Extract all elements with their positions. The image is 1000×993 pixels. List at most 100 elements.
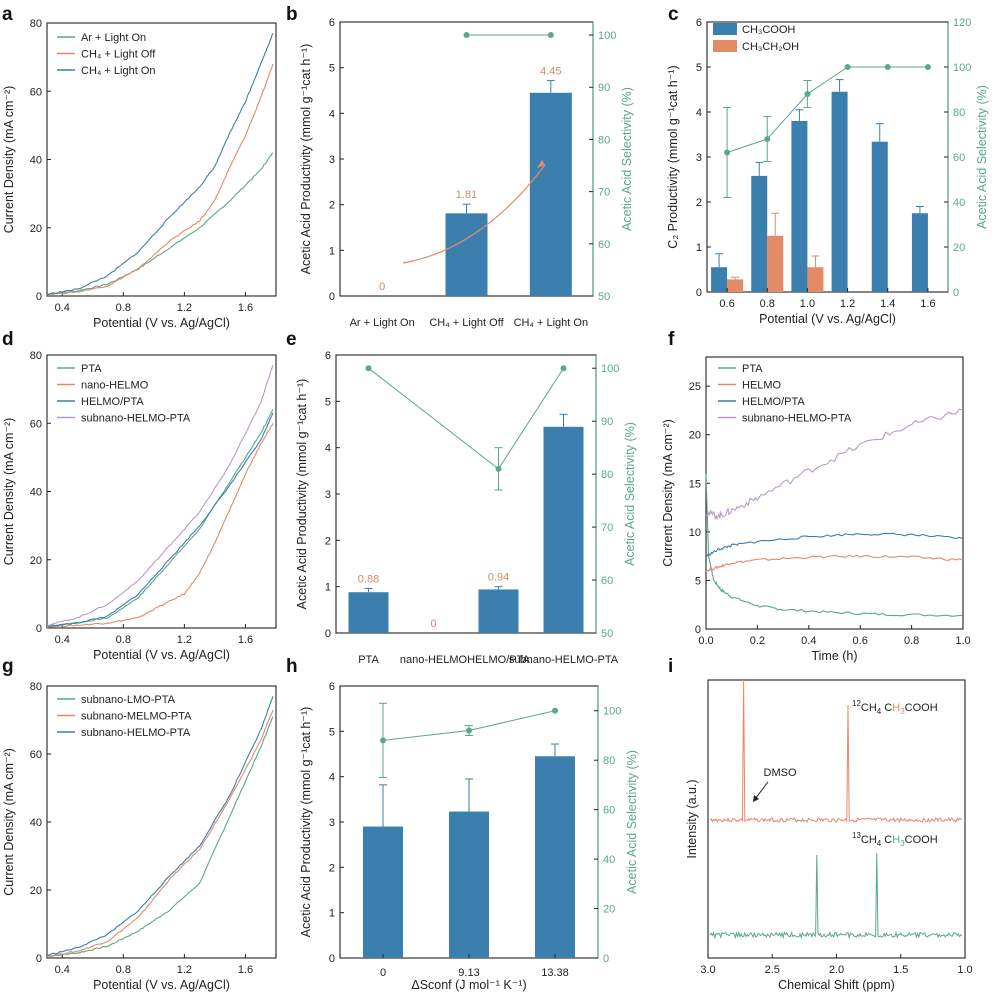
category-label: PTA [358,654,379,666]
x-tick-label: 0.0 [698,635,713,647]
y-tick-label: 80 [30,350,42,362]
legend-label: HELMO/PTA [81,396,144,408]
y-tick-label: 60 [30,749,42,761]
selectivity-point [804,91,811,97]
y2-tick-label: 40 [603,854,615,866]
selectivity-point [380,737,386,744]
legend-label: PTA [742,363,763,375]
legend-label: PTA [81,363,102,375]
selectivity-point [552,707,558,714]
y-tick-label: 0 [329,291,335,303]
series-line [705,554,964,573]
bar [871,141,888,292]
y-tick-label: 40 [30,487,42,499]
x-tick-label: 1.0 [955,635,970,647]
legend-label: subnano-HELMO-PTA [81,413,191,425]
category-label: 0.8 [760,298,775,310]
legend-swatch [713,23,737,35]
bar [348,592,389,633]
y-axis-label: Current Density (mA cm⁻²) [2,418,16,566]
selectivity-point [844,64,851,70]
legend-label: nano-HELMO [81,380,149,392]
y2-tick-label: 50 [598,291,610,303]
y-tick-label: 3 [329,154,335,166]
y2-tick-label: 60 [603,805,615,817]
y-tick-label: 1 [325,582,331,594]
bar [478,589,519,633]
category-label: 9.13 [458,967,479,979]
series-line [46,696,274,956]
plot-frame [705,356,964,630]
y2-tick-label: 60 [953,152,965,164]
plot-frame [707,679,966,959]
y-axis-label: C₂ Productivity (mmol g⁻¹cat h⁻¹) [666,65,680,248]
category-label: 1.4 [880,298,895,310]
series-line [46,409,274,627]
dmso-label: DMSO [764,767,797,779]
y-tick-label: 3 [329,817,335,829]
bar [363,826,403,958]
y-tick-label: 15 [689,478,701,490]
panel-label: c [668,4,679,25]
y-tick-label: 1 [329,245,335,257]
nmr-spectrum [709,852,963,940]
panel-label: a [2,4,13,25]
y-tick-label: 0 [695,624,701,636]
y-tick-label: 80 [30,18,42,30]
selectivity-line [726,66,928,153]
y-tick-label: 0 [696,287,702,299]
y-axis-label: Current Density (mA cm⁻²) [2,748,16,896]
selectivity-point [495,465,502,472]
bar-value-label: 0 [430,618,436,630]
bar [535,756,575,958]
y-axis-label: Acetic Acid Selectivity (%) [620,87,634,231]
x-tick-label: 1.5 [893,964,908,976]
category-label: CH₄ + Light Off [429,317,504,329]
bar [911,213,928,292]
spectrum-label-12c: 12CH4 CH3COOH [852,699,938,716]
y-tick-label: 2 [696,197,702,209]
y-tick-label: 6 [325,350,331,362]
x-tick-label: 0.4 [55,302,70,314]
legend-label: CH₄ + Light Off [81,49,156,61]
x-tick-label: 0.4 [55,964,70,976]
x-tick-label: 1.6 [238,964,253,976]
y-tick-label: 0 [325,628,331,640]
y2-tick-label: 40 [953,197,965,209]
bar [727,279,744,292]
panel-g: 0.4 0.8 1.2 1.6 0 20 40 60 80 Potential (V vs. Ag… [2,681,277,992]
y2-tick-label: 80 [598,134,610,146]
y2-tick-label: 100 [603,706,621,718]
y2-tick-label: 60 [598,239,610,251]
category-label: 0 [380,967,386,979]
category-label: 0.6 [719,298,734,310]
y2-tick-label: 90 [601,416,613,428]
y-tick-label: 4 [696,107,702,119]
y-axis-label: Current Density (mA cm⁻²) [661,419,675,567]
selectivity-point [924,64,931,70]
selectivity-point [724,149,731,156]
category-label: CH₄ + Light On [514,317,589,329]
y-tick-label: 20 [30,555,42,567]
series-line [705,473,964,617]
y2-tick-label: 120 [953,17,971,29]
selectivity-point [547,32,554,39]
x-tick-label: 2.0 [829,964,844,976]
y-tick-label: 3 [325,489,331,501]
y-tick-label: 0 [36,291,42,303]
y-tick-label: 5 [329,726,335,738]
y2-tick-label: 80 [601,469,613,481]
trend-arrowhead [537,160,545,168]
category-label: 1.6 [920,298,935,310]
nmr-spectrum [709,679,963,824]
bar [449,811,489,958]
selectivity-point [466,727,472,734]
x-tick-label: 0.4 [801,635,816,647]
panel-label: d [2,329,14,350]
legend-label: subnano-LMO-PTA [81,694,176,706]
panel-label: b [286,4,298,25]
y-axis-label: Acetic Acid Productivity (mmol g⁻¹cat h⁻… [295,379,309,610]
x-tick-label: 3.0 [700,964,715,976]
